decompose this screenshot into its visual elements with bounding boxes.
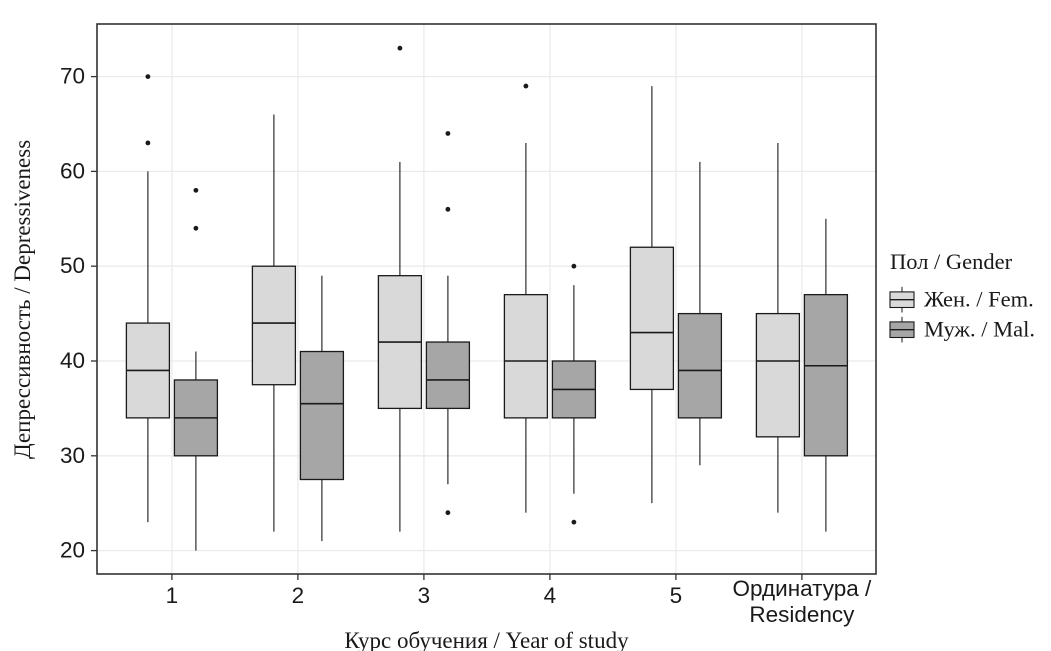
svg-text:20: 20 xyxy=(60,538,85,563)
svg-text:5: 5 xyxy=(670,583,683,608)
svg-text:40: 40 xyxy=(60,348,85,373)
svg-text:Пол / Gender: Пол / Gender xyxy=(890,249,1013,274)
svg-text:3: 3 xyxy=(418,583,431,608)
svg-text:Ординатура /: Ординатура / xyxy=(733,576,872,601)
svg-text:70: 70 xyxy=(60,64,85,89)
svg-text:30: 30 xyxy=(60,443,85,468)
svg-text:Жен. / Fem.: Жен. / Fem. xyxy=(924,287,1034,312)
svg-text:50: 50 xyxy=(60,253,85,278)
svg-text:1: 1 xyxy=(166,583,179,608)
svg-text:60: 60 xyxy=(60,158,85,183)
svg-text:2: 2 xyxy=(292,583,305,608)
svg-text:4: 4 xyxy=(544,583,557,608)
svg-text:Residency: Residency xyxy=(749,602,855,627)
svg-text:Муж. / Mal.: Муж. / Mal. xyxy=(924,317,1035,342)
